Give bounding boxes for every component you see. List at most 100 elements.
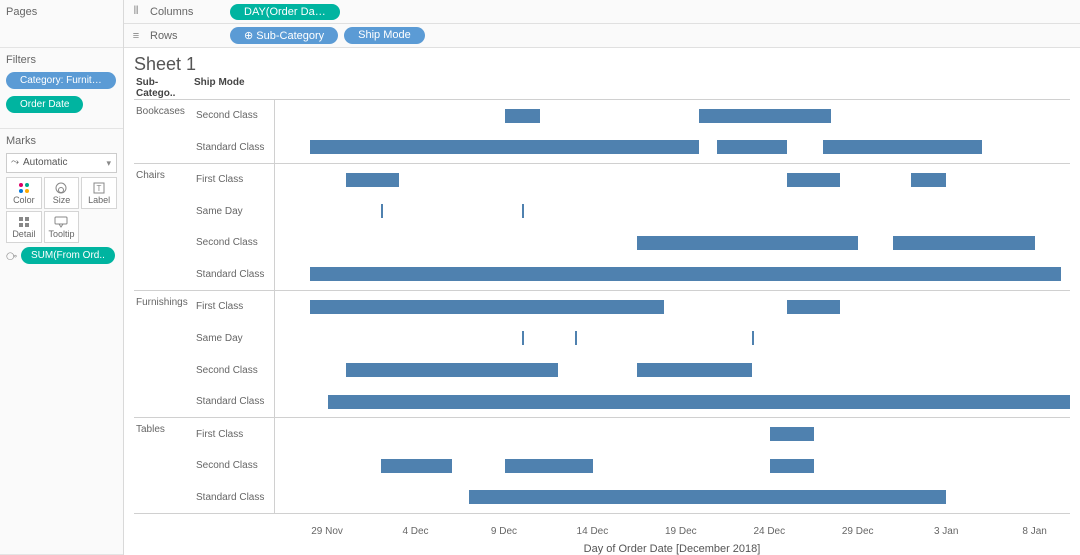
gantt-row: First Class xyxy=(194,291,1070,323)
columns-label: Columns xyxy=(150,6,222,18)
gantt-bar[interactable] xyxy=(522,331,524,345)
ship-mode-label: First Class xyxy=(194,174,274,185)
x-tick: 29 Nov xyxy=(311,526,343,537)
group-label: Furnishings xyxy=(134,291,194,417)
filter-pill-1[interactable]: Order Date xyxy=(6,96,83,113)
gantt-bar[interactable] xyxy=(505,109,540,123)
gantt-bar[interactable] xyxy=(787,300,840,314)
gantt-row: Standard Class xyxy=(194,132,1070,164)
x-tick: 29 Dec xyxy=(842,526,874,537)
marks-size-button[interactable]: Size xyxy=(44,177,80,209)
group-tables: TablesFirst ClassSecond ClassStandard Cl… xyxy=(134,418,1070,514)
sheet-title[interactable]: Sheet 1 xyxy=(134,54,1070,75)
pages-panel: Pages xyxy=(0,0,123,48)
gantt-bar[interactable] xyxy=(787,173,840,187)
gantt-track xyxy=(274,132,1070,164)
gantt-bar[interactable] xyxy=(911,173,946,187)
gantt-bar[interactable] xyxy=(522,204,524,218)
gantt-bar[interactable] xyxy=(346,173,399,187)
gantt-track xyxy=(274,481,1070,513)
marks-title: Marks xyxy=(6,135,117,147)
left-sidebar: Pages Filters Category: Furniture Order D… xyxy=(0,0,124,555)
svg-text:T: T xyxy=(97,184,102,193)
main-area: ⦀ Columns DAY(Order Date) ≡ Rows ⊕ Sub-C… xyxy=(124,0,1080,555)
rows-pill-1[interactable]: Ship Mode xyxy=(344,27,425,44)
marks-tooltip-button[interactable]: Tooltip xyxy=(44,211,80,243)
gantt-row: Same Day xyxy=(194,323,1070,355)
gantt-bar[interactable] xyxy=(717,140,788,154)
marks-grid: Color Size T Label Detail xyxy=(6,177,117,243)
gantt-bar[interactable] xyxy=(310,267,1061,281)
marks-size-label: Size xyxy=(53,195,71,205)
gantt-row: Second Class xyxy=(194,354,1070,386)
marks-label-button[interactable]: T Label xyxy=(81,177,117,209)
marks-color-button[interactable]: Color xyxy=(6,177,42,209)
ship-mode-label: Standard Class xyxy=(194,269,274,280)
gantt-bar[interactable] xyxy=(469,490,946,504)
gantt-track xyxy=(274,164,1070,196)
tooltip-icon xyxy=(54,215,68,229)
label-icon: T xyxy=(93,181,105,195)
filter-pill-0[interactable]: Category: Furniture xyxy=(6,72,116,89)
ship-mode-label: Second Class xyxy=(194,237,274,248)
gantt-row: Second Class xyxy=(194,100,1070,132)
x-tick: 3 Jan xyxy=(934,526,958,537)
x-axis: 29 Nov 4 Dec 9 Dec 14 Dec 19 Dec 24 Dec 29 Dec… xyxy=(274,526,1070,542)
group-chairs: ChairsFirst Class Same Day Second Class Sta… xyxy=(134,164,1070,291)
marks-measure-pill[interactable]: SUM(From Ord.. xyxy=(21,247,115,264)
marks-detail-label: Detail xyxy=(12,229,35,239)
x-tick: 4 Dec xyxy=(402,526,428,537)
gantt-bar[interactable] xyxy=(637,236,858,250)
gantt-track xyxy=(274,227,1070,259)
marks-label-label: Label xyxy=(88,195,110,205)
gantt-bar[interactable] xyxy=(893,236,1034,250)
x-tick: 19 Dec xyxy=(665,526,697,537)
gantt-row: First Class xyxy=(194,164,1070,196)
gantt-bar[interactable] xyxy=(575,331,577,345)
gantt-bar[interactable] xyxy=(346,363,558,377)
filters-panel: Filters Category: Furniture Order Date xyxy=(0,48,123,129)
marks-detail-button[interactable]: Detail xyxy=(6,211,42,243)
gantt-bar[interactable] xyxy=(505,459,593,473)
rows-shelf[interactable]: ≡ Rows ⊕ Sub-CategoryShip Mode xyxy=(124,24,1080,48)
ship-mode-label: Second Class xyxy=(194,110,274,121)
gantt-bar[interactable] xyxy=(770,427,814,441)
gantt-bar[interactable] xyxy=(310,300,663,314)
gantt-bar[interactable] xyxy=(699,109,831,123)
filters-title: Filters xyxy=(6,54,117,66)
gantt-bar[interactable] xyxy=(328,395,1070,409)
gantt-row: First Class xyxy=(194,418,1070,450)
group-label: Bookcases xyxy=(134,100,194,163)
columns-shelf[interactable]: ⦀ Columns DAY(Order Date) xyxy=(124,0,1080,24)
group-furnishings: FurnishingsFirst Class Same Day Second Cla… xyxy=(134,291,1070,418)
gantt-bar[interactable] xyxy=(381,459,452,473)
header-subcategory: Sub-Catego.. xyxy=(134,77,194,99)
gantt-track xyxy=(274,196,1070,228)
gantt-row: Standard Class xyxy=(194,481,1070,513)
x-tick: 9 Dec xyxy=(491,526,517,537)
x-tick: 14 Dec xyxy=(577,526,609,537)
rows-pill-0[interactable]: ⊕ Sub-Category xyxy=(230,27,338,44)
gantt-bar[interactable] xyxy=(770,459,814,473)
gantt-row: Standard Class xyxy=(194,259,1070,291)
gantt-track xyxy=(274,386,1070,418)
gantt-chart[interactable]: BookcasesSecond ClassStandard ClassChair… xyxy=(134,99,1070,555)
gantt-row: Second Class xyxy=(194,450,1070,482)
gantt-bar[interactable] xyxy=(381,204,383,218)
gantt-track xyxy=(274,450,1070,482)
x-tick: 24 Dec xyxy=(753,526,785,537)
group-label: Chairs xyxy=(134,164,194,290)
gantt-bar[interactable] xyxy=(823,140,982,154)
gantt-bar[interactable] xyxy=(752,331,754,345)
size-indicator-icon: ⧂ xyxy=(6,251,17,264)
gantt-row: Same Day xyxy=(194,196,1070,228)
columns-pill-0[interactable]: DAY(Order Date) xyxy=(230,4,340,20)
ship-mode-label: First Class xyxy=(194,429,274,440)
ship-mode-label: Second Class xyxy=(194,365,274,376)
gantt-bar[interactable] xyxy=(637,363,752,377)
marks-type-dropdown[interactable]: ⤳Automatic xyxy=(6,153,117,173)
gantt-bar[interactable] xyxy=(310,140,699,154)
gantt-row: Standard Class xyxy=(194,386,1070,418)
ship-mode-label: First Class xyxy=(194,301,274,312)
detail-icon xyxy=(18,215,30,229)
